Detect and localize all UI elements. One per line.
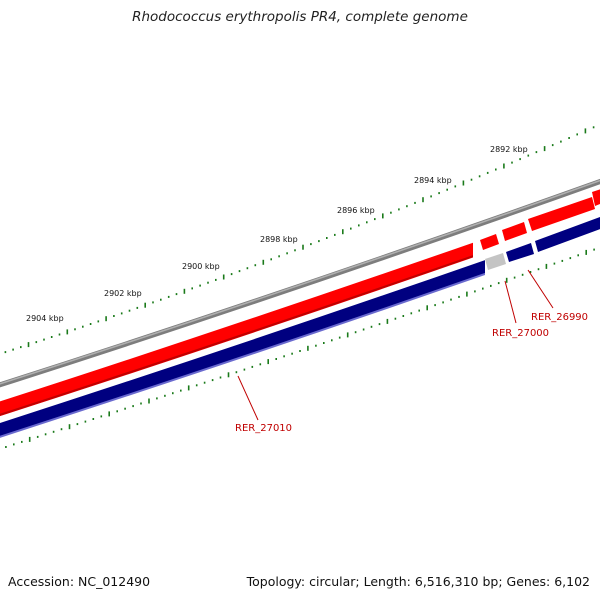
genome-backbone-highlight (0, 179, 600, 385)
forward-gene-shadow (0, 255, 473, 416)
forward-gene-rer-26990 (528, 197, 595, 231)
reverse-gene-4 (535, 217, 600, 252)
forward-gene-arrow-1 (480, 234, 499, 250)
scale-label: 2904 kbp (26, 314, 64, 323)
forward-gene-arrow-2 (502, 222, 527, 241)
scale-ticks (4, 126, 595, 448)
reverse-gene-shadow (0, 272, 485, 438)
label-leader-rer-27000 (504, 280, 517, 324)
scale-label: 2898 kbp (260, 235, 298, 244)
scale-label: 2894 kbp (414, 176, 452, 185)
genome-backbone (0, 178, 600, 388)
accession-text: Accession: NC_012490 (8, 574, 151, 589)
gene-label-rer-26990: RER_26990 (531, 312, 588, 323)
gene-label-rer-27010: RER_27010 (235, 423, 292, 434)
map-title: Rhodococcus erythropolis PR4, complete g… (132, 9, 468, 25)
forward-gene-rer-27010 (0, 242, 473, 417)
label-leader-rer-26990 (527, 269, 554, 309)
genome-summary-text: Topology: circular; Length: 6,516,310 bp… (246, 574, 590, 589)
reverse-gene-rer-27010 (0, 260, 485, 437)
scale-label: 2900 kbp (182, 262, 220, 271)
scale-label: 2902 kbp (104, 289, 142, 298)
scale-label: 2892 kbp (490, 145, 528, 154)
forward-gene-arrow-3 (592, 189, 600, 206)
scale-label: 2896 kbp (337, 206, 375, 215)
pseudo-gene-rer-27000 (485, 253, 506, 270)
gene-label-rer-27000: RER_27000 (492, 328, 549, 339)
label-leader-rer-27010 (237, 375, 259, 421)
reverse-gene-rer-26990 (506, 243, 534, 262)
